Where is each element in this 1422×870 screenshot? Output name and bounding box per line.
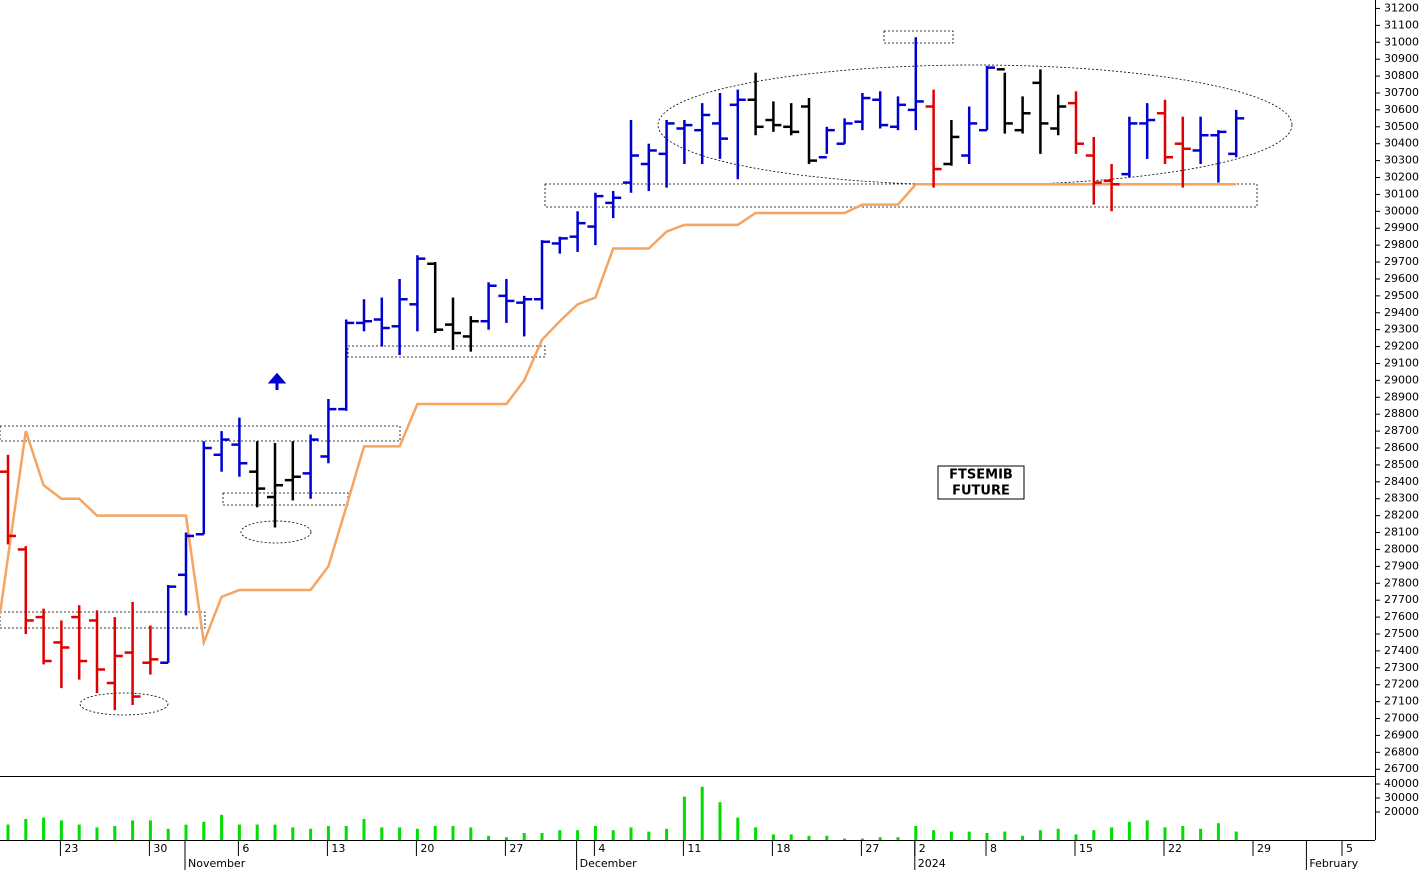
x-tick-label: 30 bbox=[153, 842, 167, 855]
y-tick-label: 27300 bbox=[1384, 661, 1419, 674]
y-tick-label: 30000 bbox=[1384, 791, 1419, 804]
range-box bbox=[544, 183, 1258, 208]
range-box bbox=[0, 611, 206, 629]
y-tick-label: 28800 bbox=[1384, 407, 1419, 420]
low-ellipse bbox=[240, 520, 312, 544]
range-box bbox=[883, 30, 954, 44]
x-tick-label: 22 bbox=[1168, 842, 1182, 855]
y-tick-label: 27000 bbox=[1384, 712, 1419, 725]
x-tick-label: 13 bbox=[331, 842, 345, 855]
y-tick-label: 29000 bbox=[1384, 373, 1419, 386]
y-tick-label: 26800 bbox=[1384, 745, 1419, 758]
y-tick-label: 26900 bbox=[1384, 728, 1419, 741]
x-tick-label: 4 bbox=[598, 842, 605, 855]
x-tick-label: 2 bbox=[919, 842, 926, 855]
x-tick-label: 18 bbox=[776, 842, 790, 855]
x-tick-label: 27 bbox=[865, 842, 879, 855]
y-tick-label: 28700 bbox=[1384, 424, 1419, 437]
y-tick-label: 31100 bbox=[1384, 18, 1419, 31]
y-tick-label: 27200 bbox=[1384, 678, 1419, 691]
y-tick-label: 27500 bbox=[1384, 627, 1419, 640]
y-tick-label: 29700 bbox=[1384, 255, 1419, 268]
y-tick-label: 29300 bbox=[1384, 323, 1419, 336]
x-tick-label: 15 bbox=[1079, 842, 1093, 855]
y-tick-label: 29500 bbox=[1384, 289, 1419, 302]
y-tick-label: 28100 bbox=[1384, 526, 1419, 539]
month-label: 2024 bbox=[918, 857, 946, 870]
month-label: November bbox=[188, 857, 246, 870]
range-box bbox=[222, 492, 349, 506]
y-tick-label: 29900 bbox=[1384, 221, 1419, 234]
x-tick-label: 29 bbox=[1257, 842, 1271, 855]
y-tick-label: 28300 bbox=[1384, 492, 1419, 505]
y-tick-label: 30800 bbox=[1384, 69, 1419, 82]
month-label: February bbox=[1309, 857, 1358, 870]
y-tick-label: 30100 bbox=[1384, 187, 1419, 200]
y-tick-label: 40000 bbox=[1384, 777, 1419, 790]
y-tick-label: 30500 bbox=[1384, 120, 1419, 133]
y-tick-label: 27400 bbox=[1384, 644, 1419, 657]
y-tick-label: 27900 bbox=[1384, 559, 1419, 572]
y-tick-label: 30900 bbox=[1384, 52, 1419, 65]
annotation: FUTURE bbox=[952, 484, 1010, 499]
y-tick-label: 31000 bbox=[1384, 35, 1419, 48]
y-tick-label: 27800 bbox=[1384, 576, 1419, 589]
y-tick-label: 31200 bbox=[1384, 1, 1419, 14]
y-tick-label: 29400 bbox=[1384, 306, 1419, 319]
y-tick-label: 27600 bbox=[1384, 610, 1419, 623]
y-tick-label: 28600 bbox=[1384, 441, 1419, 454]
x-tick-label: 20 bbox=[420, 842, 434, 855]
y-tick-label: 27100 bbox=[1384, 695, 1419, 708]
y-tick-label: 28200 bbox=[1384, 509, 1419, 522]
x-tick-label: 8 bbox=[990, 842, 997, 855]
y-tick-label: 30000 bbox=[1384, 204, 1419, 217]
annotations: FTSEMIB FUTURE bbox=[0, 30, 1293, 716]
annotation: FTSEMIB bbox=[949, 468, 1013, 483]
up-arrow bbox=[267, 372, 287, 390]
y-tick-label: 29100 bbox=[1384, 356, 1419, 369]
y-tick-label: 28500 bbox=[1384, 458, 1419, 471]
low-ellipse bbox=[79, 692, 169, 716]
y-tick-label: 20000 bbox=[1384, 805, 1419, 818]
y-tick-label: 28900 bbox=[1384, 390, 1419, 403]
range-box bbox=[347, 345, 546, 358]
top-ellipse bbox=[657, 64, 1293, 186]
y-tick-label: 29600 bbox=[1384, 272, 1419, 285]
y-tick-label: 30200 bbox=[1384, 171, 1419, 184]
y-tick-label: 30300 bbox=[1384, 154, 1419, 167]
x-tick-label: 11 bbox=[687, 842, 701, 855]
y-tick-label: 30700 bbox=[1384, 86, 1419, 99]
y-tick-label: 29200 bbox=[1384, 340, 1419, 353]
y-tick-label: 27700 bbox=[1384, 593, 1419, 606]
y-tick-label: 28000 bbox=[1384, 542, 1419, 555]
y-tick-label: 29800 bbox=[1384, 238, 1419, 251]
x-tick-label: 5 bbox=[1346, 842, 1353, 855]
x-tick-label: 23 bbox=[64, 842, 78, 855]
y-tick-label: 30400 bbox=[1384, 137, 1419, 150]
x-tick-label: 6 bbox=[242, 842, 249, 855]
stop-line bbox=[0, 183, 1237, 648]
y-tick-label: 28400 bbox=[1384, 475, 1419, 488]
y-tick-label: 26700 bbox=[1384, 762, 1419, 775]
month-label: December bbox=[580, 857, 638, 870]
label-box bbox=[937, 465, 1025, 500]
x-tick-label: 27 bbox=[509, 842, 523, 855]
range-box bbox=[0, 425, 401, 442]
y-tick-label: 30600 bbox=[1384, 103, 1419, 116]
